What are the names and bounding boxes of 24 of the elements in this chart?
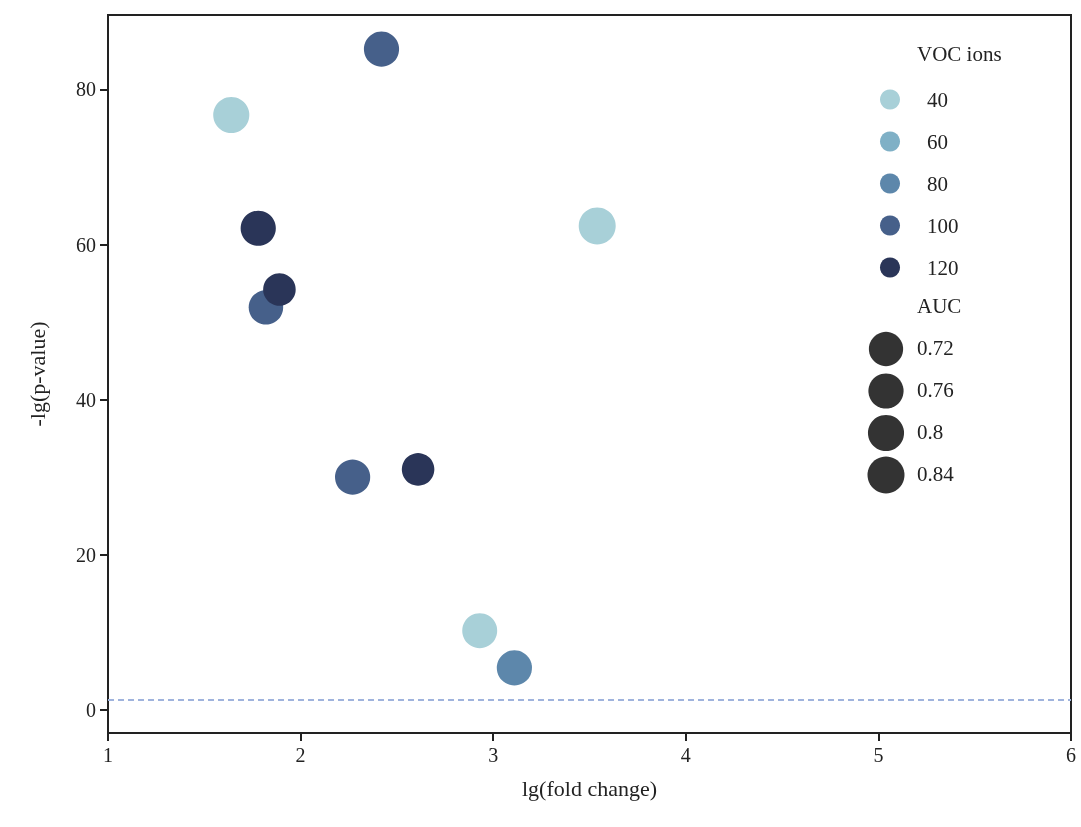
x-tick-label: 4	[680, 744, 691, 766]
legend-title: VOC ions	[917, 41, 1002, 66]
x-tick-label: 5	[873, 744, 884, 766]
legend-label: 80	[927, 171, 948, 196]
legend-label: 0.76	[917, 377, 954, 402]
x-tick-label: 1	[103, 744, 113, 766]
y-tick-label: 0	[86, 698, 96, 721]
y-tick-label: 40	[76, 388, 96, 411]
y-tick-label: 60	[76, 233, 96, 256]
legend-label: 120	[927, 255, 959, 280]
x-tick-label: 2	[295, 744, 306, 766]
y-axis-title: -lg(p-value)	[24, 321, 50, 427]
legend-label: 40	[927, 87, 948, 112]
x-tick-label: 6	[1066, 744, 1076, 766]
legend-label: 0.84	[917, 461, 955, 486]
y-tick-label: 80	[76, 78, 96, 101]
legend-label: 100	[927, 213, 959, 238]
legend-label: 0.72	[917, 335, 954, 360]
legend-label: 60	[927, 129, 948, 154]
x-axis-title: lg(fold change)	[522, 775, 657, 801]
legend-label: 0.8	[917, 419, 944, 444]
annotation: AUC	[917, 293, 962, 318]
x-tick-label: 3	[488, 744, 499, 766]
y-tick-label: 20	[76, 543, 96, 566]
